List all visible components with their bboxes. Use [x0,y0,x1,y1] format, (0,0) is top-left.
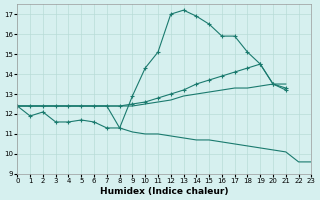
X-axis label: Humidex (Indice chaleur): Humidex (Indice chaleur) [100,187,228,196]
